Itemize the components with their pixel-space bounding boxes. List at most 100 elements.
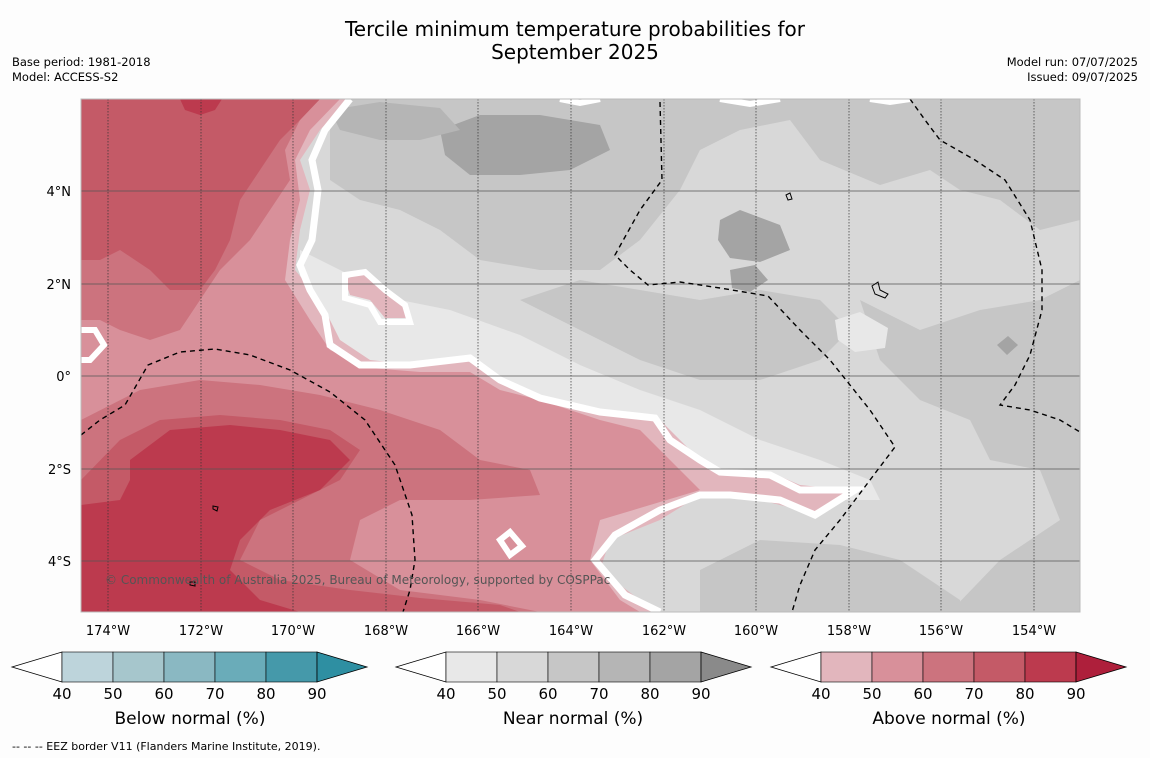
colorbar-tick-label: 80 xyxy=(1015,685,1034,703)
colorbar-segment xyxy=(445,651,498,683)
map-frame xyxy=(80,98,1081,613)
gridlines xyxy=(81,99,1080,612)
colorbar-tick-label: 90 xyxy=(307,685,326,703)
lon-tick-label: 170°W xyxy=(271,624,315,639)
colorbar-segment xyxy=(598,651,651,683)
lon-tick-label: 160°W xyxy=(734,624,778,639)
near-normal-60-region-south xyxy=(700,540,960,612)
lat-tick-label: 2°N xyxy=(47,278,72,293)
colorbar-label-below-normal: Below normal (%) xyxy=(114,709,266,729)
colorbar-extend-low xyxy=(769,651,822,683)
eez-borders xyxy=(81,99,1080,612)
colorbar-label-near-normal: Near normal (%) xyxy=(502,709,644,729)
lon-tick-label: 164°W xyxy=(549,624,593,639)
near-normal-60-region-east xyxy=(860,280,1080,612)
eez-footnote: -- -- -- EEZ border V11 (Flanders Marine… xyxy=(12,740,321,753)
lon-tick-label: 168°W xyxy=(364,624,408,639)
colorbar-near-normal: 40 50 60 70 80 90 xyxy=(394,651,753,703)
above-normal-80-patch xyxy=(180,99,222,115)
colorbar-extend-low xyxy=(394,651,447,683)
eez-border xyxy=(909,99,1080,433)
colorbar-tick-label: 50 xyxy=(487,685,506,703)
colorbar-tick-label: 60 xyxy=(538,685,557,703)
near-normal-80-patch xyxy=(440,115,610,175)
colorbar-segment xyxy=(496,651,549,683)
islands xyxy=(189,192,889,587)
near-normal-40-band xyxy=(300,250,880,500)
colorbar-tick-label: 90 xyxy=(1066,685,1085,703)
colorbar-tick-label: 40 xyxy=(436,685,455,703)
colorbar-extend-high xyxy=(1075,651,1128,683)
colorbar-extend-high xyxy=(316,651,369,683)
forecast-map: © Commonwealth of Australia 2025, Bureau… xyxy=(10,98,1128,703)
colorbar-below-normal: 40 50 60 70 80 90 xyxy=(10,651,369,703)
colorbar-segment xyxy=(649,651,702,683)
lat-tick-label: 0° xyxy=(56,370,71,385)
chart-title: Tercile minimum temperature probabilitie… xyxy=(0,18,1150,64)
isoline-40-top xyxy=(559,99,911,108)
colorbar-tick-label: 50 xyxy=(103,685,122,703)
near-normal-60-region-mid xyxy=(520,280,850,380)
colorbar-segment xyxy=(61,651,114,683)
lon-tick-label: 172°W xyxy=(179,624,223,639)
colorbar-tick-label: 60 xyxy=(154,685,173,703)
colorbar-label-above-normal: Above normal (%) xyxy=(872,709,1026,729)
near-normal-70-patch xyxy=(330,102,460,140)
colorbar-segment xyxy=(112,651,165,683)
colorbar-segment xyxy=(265,651,318,683)
copyright-notice: © Commonwealth of Australia 2025, Bureau… xyxy=(105,573,610,587)
eez-border xyxy=(81,348,416,612)
colorbar-extend-high xyxy=(700,651,753,683)
colorbar-tick-label: 80 xyxy=(640,685,659,703)
isoline-40-loop xyxy=(495,527,527,560)
colorbar-segment xyxy=(871,651,924,683)
near-normal-40-patch xyxy=(835,312,888,352)
colorbar-tick-label: 70 xyxy=(964,685,983,703)
colorbar-extend-low xyxy=(10,651,63,683)
above-normal-70-region xyxy=(81,99,320,290)
model-run: Model run: 07/07/2025 xyxy=(1006,55,1138,69)
above-normal-40-patch xyxy=(345,272,408,318)
colorbar-tick-label: 40 xyxy=(52,685,71,703)
near-normal-80-patch xyxy=(718,210,790,262)
lon-tick-label: 156°W xyxy=(919,624,963,639)
lat-tick-label: 4°N xyxy=(47,185,72,200)
above-normal-80-region xyxy=(81,425,350,612)
near-normal-80-patch xyxy=(730,265,768,292)
isoline-40-loop xyxy=(342,268,415,325)
meta-left: Base period: 1981-2018 Model: ACCESS-S2 xyxy=(12,55,151,85)
lon-tick-label: 166°W xyxy=(456,624,500,639)
title-line-2: September 2025 xyxy=(491,40,659,64)
isoline-40 xyxy=(296,99,868,612)
issued-date: Issued: 09/07/2025 xyxy=(1027,70,1138,84)
near-normal-80-patch xyxy=(997,336,1018,355)
lon-tick-label: 174°W xyxy=(86,624,130,639)
lon-tick-label: 158°W xyxy=(827,624,871,639)
colorbar-tick-label: 80 xyxy=(256,685,275,703)
colorbar-segment xyxy=(973,651,1026,683)
colorbar-tick-label: 70 xyxy=(589,685,608,703)
probability-field xyxy=(81,99,1080,612)
colorbar-segment xyxy=(214,651,267,683)
colorbar-tick-label: 70 xyxy=(205,685,224,703)
isoline-40-loop xyxy=(81,327,108,363)
lon-tick-label: 154°W xyxy=(1012,624,1056,639)
colorbar-segment xyxy=(547,651,600,683)
colorbar-segment xyxy=(1024,651,1077,683)
lat-tick-label: 2°S xyxy=(48,463,71,478)
lon-tick-label: 162°W xyxy=(642,624,686,639)
colorbar-tick-label: 40 xyxy=(811,685,830,703)
island-outline xyxy=(871,281,889,299)
colorbar-segment xyxy=(163,651,216,683)
island-outline xyxy=(189,581,196,587)
colorbar-tick-label: 90 xyxy=(691,685,710,703)
base-period: Base period: 1981-2018 xyxy=(12,55,151,69)
island-outline xyxy=(212,505,219,512)
meta-right: Model run: 07/07/2025 Issued: 09/07/2025 xyxy=(1007,55,1138,85)
colorbar-tick-label: 60 xyxy=(913,685,932,703)
model-name: Model: ACCESS-S2 xyxy=(12,70,119,84)
lat-tick-label: 4°S xyxy=(48,555,71,570)
colorbar-segment xyxy=(922,651,975,683)
title-line-1: Tercile minimum temperature probabilitie… xyxy=(344,17,806,41)
colorbar-above-normal: 40 50 60 70 80 90 xyxy=(769,651,1128,703)
